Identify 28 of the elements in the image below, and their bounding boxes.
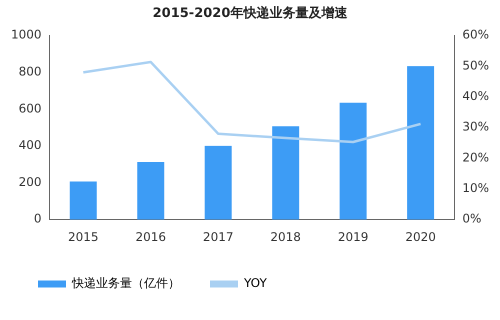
x-tick-label: 2019 — [338, 230, 368, 244]
y-tick-label: 600 — [18, 101, 42, 116]
x-tick-label: 2015 — [68, 230, 99, 244]
y-tick-label: 800 — [18, 64, 42, 79]
x-tick-label: 2018 — [270, 230, 301, 244]
x-tick-label: 2020 — [405, 230, 436, 244]
legend-label: 快递业务量（亿件） — [71, 276, 180, 290]
x-tick-label: 2017 — [202, 230, 234, 244]
chart-title: 2015-2020年快递业务量及增速 — [152, 5, 348, 22]
y-tick-label: 1000 — [10, 28, 42, 42]
y-tick-label: 0 — [34, 212, 42, 226]
x-tick-label: 2016 — [135, 230, 166, 244]
bar — [272, 126, 300, 220]
y-tick-label: 200 — [18, 174, 42, 189]
legend-label: YOY — [243, 276, 268, 290]
bar — [340, 102, 367, 220]
bar — [137, 162, 164, 220]
y2-tick-label: 30% — [462, 120, 489, 134]
y2-tick-label: 40% — [462, 89, 489, 104]
y2-tick-label: 0% — [462, 212, 482, 226]
bar — [204, 146, 232, 220]
y2-tick-label: 60% — [462, 28, 489, 42]
y2-tick-label: 20% — [462, 150, 489, 164]
y-tick-label: 400 — [18, 138, 42, 152]
y2-tick-label: 10% — [462, 181, 489, 196]
y2-tick-label: 50% — [462, 58, 489, 72]
bar — [70, 182, 97, 220]
bar — [407, 66, 434, 220]
